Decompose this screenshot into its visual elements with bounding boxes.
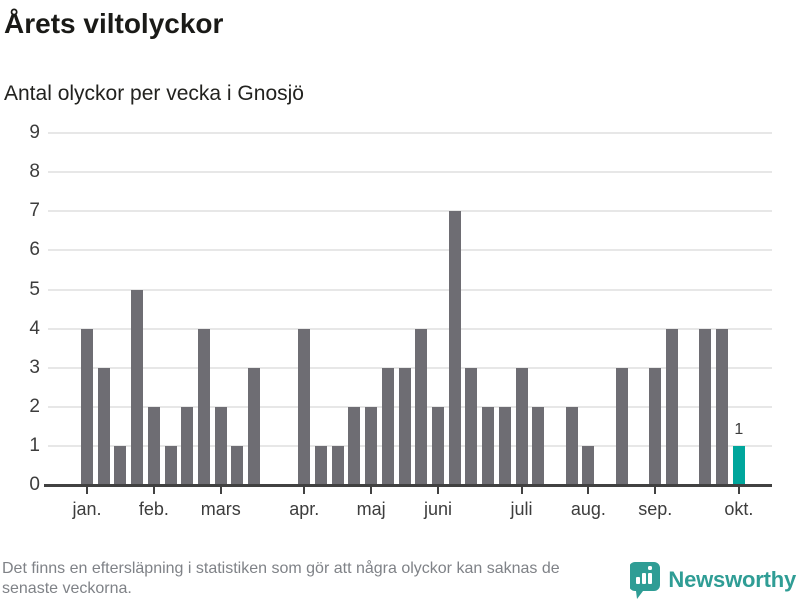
chart-subtitle: Antal olyckor per vecka i Gnosjö: [4, 82, 304, 105]
bar: [231, 445, 244, 485]
bar: [181, 406, 194, 485]
gridline: [48, 210, 772, 213]
bar: [331, 445, 344, 485]
bar: [431, 406, 444, 485]
x-tick: [152, 487, 155, 494]
newsworthy-logo: Newsworthy: [630, 561, 796, 599]
bar: [365, 406, 378, 485]
bar: [482, 406, 495, 485]
x-tick: [303, 487, 306, 494]
x-tick-label: juni: [423, 499, 452, 519]
bar-value-label: 1: [734, 420, 744, 438]
x-tick: [654, 487, 657, 494]
y-axis-label: 0: [29, 474, 40, 495]
bar: [448, 211, 461, 485]
gridline: [48, 327, 772, 330]
bar: [532, 406, 545, 485]
x-tick-label: sep.: [638, 499, 673, 519]
y-axis-label: 6: [29, 239, 40, 261]
x-tick: [370, 487, 373, 494]
bar: [498, 406, 511, 485]
bar: [665, 328, 678, 485]
bar: [649, 367, 662, 485]
x-tick-label: jan.: [72, 499, 102, 519]
bar: [197, 328, 210, 485]
x-tick-label: apr.: [289, 499, 320, 519]
footnote-line-1: Det finns en eftersläpning i statistiken…: [2, 560, 560, 577]
bar: [716, 328, 729, 485]
newsworthy-wordmark: Newsworthy: [668, 567, 796, 592]
y-axis-label: 8: [29, 161, 40, 183]
y-axis-label: 5: [29, 278, 40, 300]
y-axis-label: 1: [29, 434, 40, 456]
bar: [398, 367, 411, 485]
y-axis-label: 7: [29, 200, 40, 222]
gridline: [48, 249, 772, 252]
x-tick: [520, 487, 523, 494]
bar: [465, 367, 478, 485]
bar: [615, 367, 628, 485]
bar: [97, 367, 110, 485]
bar: [298, 328, 311, 485]
bar: [415, 328, 428, 485]
bar: [381, 367, 394, 485]
bar-highlight: [732, 445, 745, 485]
y-axis-label: 3: [29, 356, 40, 378]
footnote: Det finns en eftersläpning i statistiken…: [2, 559, 560, 599]
bar: [348, 406, 361, 485]
gridline: [48, 288, 772, 291]
x-tick: [737, 487, 740, 494]
bar: [81, 328, 93, 485]
x-tick: [86, 487, 88, 494]
bar: [515, 367, 528, 485]
bar: [114, 445, 127, 485]
bar: [214, 406, 227, 485]
gridline: [48, 132, 772, 135]
bar: [147, 406, 160, 485]
gridline: [48, 171, 772, 174]
newsworthy-bubble-barchart-icon: [630, 561, 661, 599]
x-tick-label: feb.: [138, 499, 169, 519]
bar: [248, 367, 261, 485]
y-axis-label: 2: [29, 395, 40, 417]
bar: [565, 406, 578, 485]
x-tick: [436, 487, 439, 494]
y-axis-label: 9: [29, 122, 40, 144]
y-axis-label: 4: [29, 317, 40, 339]
x-tick-label: okt.: [724, 499, 754, 519]
bar: [582, 445, 595, 485]
chart-title: Årets viltolyckor: [4, 8, 224, 39]
x-tick-label: juli: [510, 499, 533, 519]
x-axis-line: [44, 484, 772, 487]
bar: [699, 328, 712, 485]
x-tick-label: maj: [356, 499, 386, 519]
footnote-line-2: senaste veckorna.: [2, 580, 132, 597]
x-tick: [219, 487, 222, 494]
x-tick: [587, 487, 590, 494]
x-tick-label: mars: [200, 499, 241, 519]
bar: [131, 289, 144, 485]
bar: [314, 445, 327, 485]
bar: [164, 445, 177, 485]
x-tick-label: aug.: [570, 499, 606, 519]
